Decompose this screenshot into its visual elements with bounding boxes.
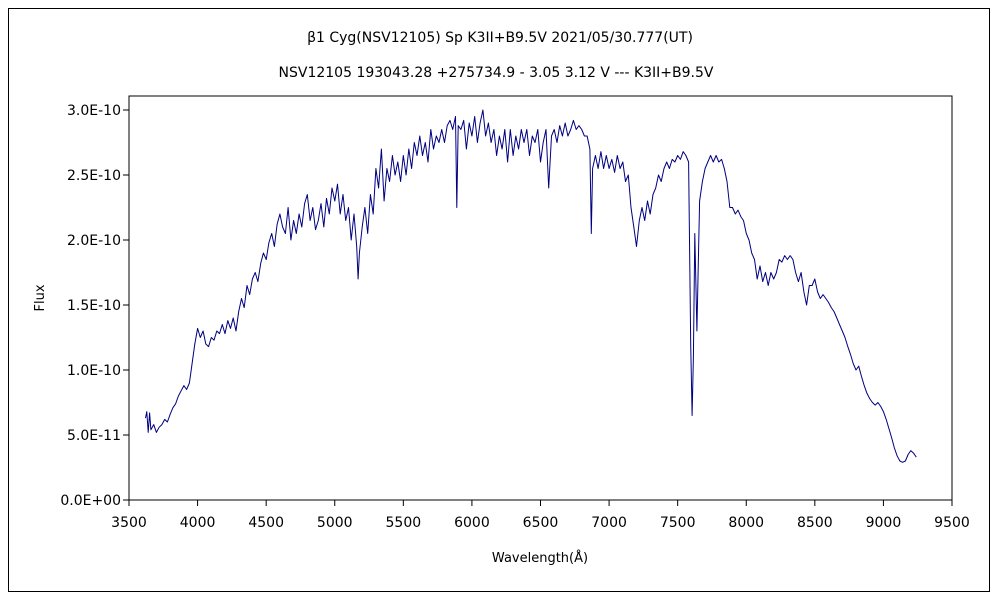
x-tick-label: 9500 [934,515,970,531]
x-tick-label: 5500 [386,515,422,531]
x-tick-label: 4500 [248,515,284,531]
x-tick-label: 5000 [317,515,353,531]
y-tick-label: 5.0E-11 [67,428,121,444]
y-tick-label: 2.0E-10 [67,233,121,249]
x-tick-label: 8000 [728,515,764,531]
x-axis-label: Wavelength(Å) [492,550,588,566]
plot-area [128,95,953,501]
x-tick-label: 4000 [180,515,216,531]
series-line [145,109,917,463]
chart-title: β1 Cyg(NSV12105) Sp K3II+B9.5V 2021/05/3… [307,30,693,46]
y-axis: 0.0E+00 5.0E-11 1.0E-10 1.5E-10 2.0E-10 2.5E-… [60,103,129,509]
x-tick-label: 7000 [591,515,627,531]
x-tick-label: 3500 [111,515,147,531]
y-tick-label: 0.0E+00 [60,493,121,509]
y-tick-label: 1.0E-10 [67,363,121,379]
series-group [145,109,917,463]
chart-subtitle: NSV12105 193043.28 +275734.9 - 3.05 3.12… [279,65,714,81]
y-axis-label: Flux [33,284,48,311]
x-tick-label: 6500 [523,515,559,531]
x-axis: 3500 4000 4500 5000 5500 6000 6500 7000 7500 8000… [111,500,970,531]
x-tick-label: 8500 [797,515,833,531]
y-tick-label: 2.5E-10 [67,168,121,184]
x-tick-label: 7500 [660,515,696,531]
x-tick-label: 9000 [866,515,902,531]
y-tick-label: 3.0E-10 [67,103,121,119]
y-tick-label: 1.5E-10 [67,298,121,314]
x-tick-label: 6000 [454,515,490,531]
